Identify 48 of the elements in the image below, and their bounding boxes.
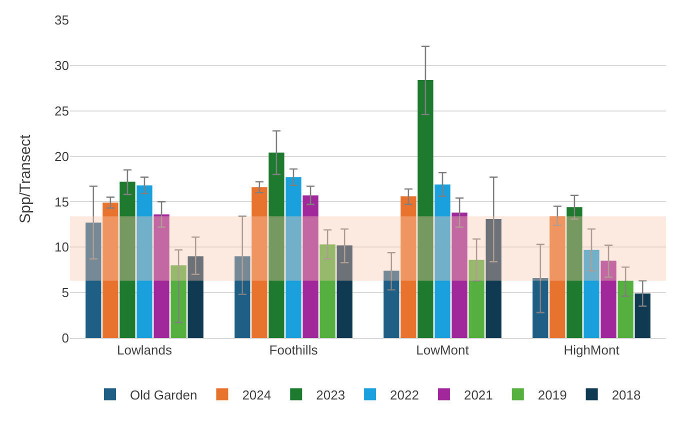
y-tick-label: 0 [62,330,69,346]
legend-label: 2018 [612,387,641,402]
bar [418,80,434,338]
x-tick-label: HighMont [564,342,620,358]
bar [320,244,336,338]
bar [86,222,102,338]
bar [634,293,650,338]
legend-label: 2021 [464,387,493,402]
bar [600,260,616,338]
legend-label: 2023 [316,387,346,402]
bar [102,202,118,338]
bar [584,250,600,338]
legend-label: 2022 [390,387,419,402]
y-tick-label: 25 [54,103,69,118]
x-tick-label: LowMont [416,342,470,358]
bar [188,256,204,338]
y-tick-label: 20 [54,148,69,164]
bar [336,245,352,338]
bar [234,256,250,338]
bar [286,177,302,338]
bar [434,184,450,338]
y-tick-label: 5 [62,285,69,300]
bar [268,152,284,338]
y-tick-label: 10 [54,240,69,255]
bar [120,182,136,338]
y-tick-label: 15 [54,194,69,210]
bar [618,280,634,338]
x-tick-label: Foothills [269,342,318,358]
bar [566,207,582,338]
legend-label: 2024 [242,387,272,402]
bar [170,265,186,338]
bar [302,195,318,338]
legend-label: Old Garden [130,387,198,402]
y-tick-label: 35 [54,12,69,28]
y-tick-label: 30 [54,58,69,73]
bar [154,214,170,338]
bar [532,278,548,338]
bar [468,260,484,338]
bar [384,270,400,338]
bar [452,212,468,338]
bar [486,218,502,338]
bar [400,196,416,338]
bar [550,216,566,338]
bar [252,187,268,338]
y-axis-title: Spp/Transect [17,134,34,224]
legend-label: 2019 [538,387,567,402]
x-tick-label: Lowlands [117,342,172,358]
bar [136,185,152,338]
